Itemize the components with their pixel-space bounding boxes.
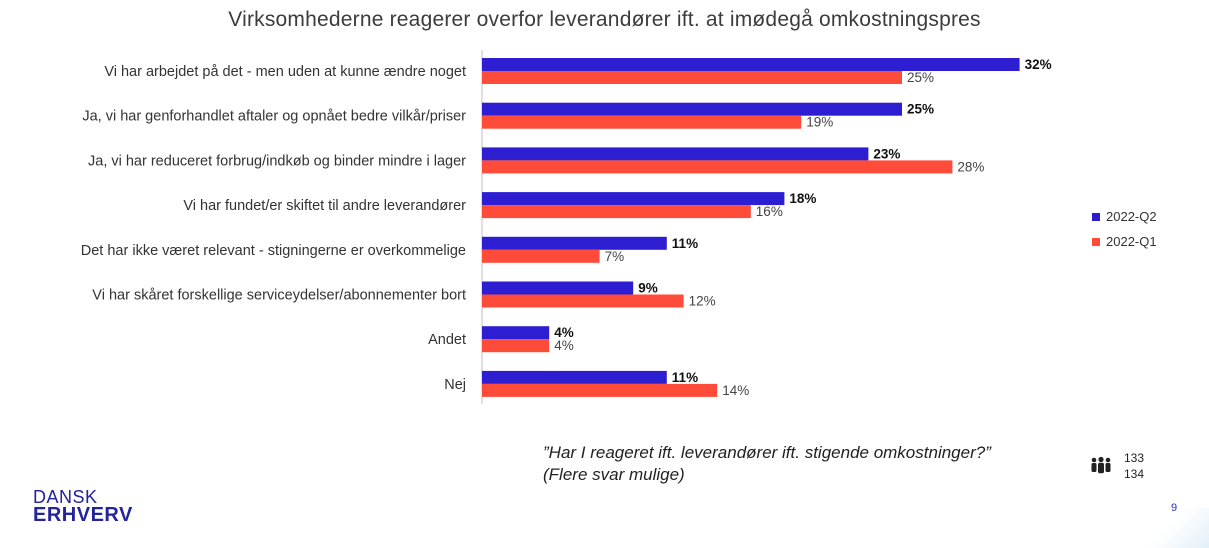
respondents-q1: 134 bbox=[1124, 467, 1145, 481]
data-label-q1: 4% bbox=[554, 338, 574, 353]
data-label-q2: 25% bbox=[907, 102, 934, 117]
logo-line-1: DANSK bbox=[33, 487, 98, 507]
category-label: Ja, vi har genforhandlet aftaler og opnå… bbox=[82, 109, 466, 125]
bar-q1 bbox=[482, 115, 802, 129]
category-label: Vi har fundet/er skiftet til andre lever… bbox=[183, 198, 466, 214]
bar-q1 bbox=[482, 383, 718, 397]
bar-q1 bbox=[482, 205, 751, 219]
bar-q2 bbox=[482, 147, 869, 161]
dansk-erhverv-logo: DANSK ERHVERV bbox=[33, 487, 133, 526]
survey-question: ”Har I reageret ift. leverandører ift. s… bbox=[543, 442, 991, 486]
bar-q1 bbox=[482, 339, 550, 353]
bar-q2 bbox=[482, 326, 550, 340]
bar-q2 bbox=[482, 370, 667, 384]
bar-q2 bbox=[482, 58, 1020, 71]
data-label-q2: 18% bbox=[789, 191, 816, 206]
data-label-q2: 23% bbox=[873, 146, 900, 161]
category-label: Det har ikke været relevant - stigninger… bbox=[81, 243, 466, 259]
legend-label-q1: 2022-Q1 bbox=[1106, 234, 1157, 249]
legend-swatch-q2 bbox=[1092, 212, 1100, 221]
question-text: ”Har I reageret ift. leverandører ift. s… bbox=[543, 443, 991, 462]
bar-q1 bbox=[482, 160, 953, 174]
bar-q2 bbox=[482, 192, 785, 206]
legend: 2022-Q2 2022-Q1 bbox=[1092, 204, 1157, 254]
question-note: (Flere svar mulige) bbox=[543, 465, 685, 484]
footer-accent bbox=[1139, 508, 1209, 548]
respondents-q2: 133 bbox=[1124, 451, 1145, 465]
legend-label-q2: 2022-Q2 bbox=[1106, 209, 1157, 224]
bar-q1 bbox=[482, 294, 684, 308]
category-label: Vi har arbejdet på det - men uden at kun… bbox=[104, 64, 466, 80]
bar-q1 bbox=[482, 249, 600, 263]
legend-item-q2: 2022-Q2 bbox=[1092, 204, 1157, 229]
data-label-q1: 28% bbox=[957, 159, 984, 174]
data-label-q1: 12% bbox=[689, 294, 716, 309]
category-label: Nej bbox=[444, 377, 466, 393]
respondent-counts: 133 134 bbox=[1124, 450, 1144, 482]
data-label-q1: 16% bbox=[756, 204, 783, 219]
data-label-q1: 25% bbox=[907, 70, 934, 85]
data-label-q2: 4% bbox=[554, 325, 574, 340]
legend-item-q1: 2022-Q1 bbox=[1092, 229, 1157, 254]
bar-q2 bbox=[482, 236, 667, 250]
data-label-q2: 11% bbox=[672, 370, 698, 385]
logo-line-2: ERHVERV bbox=[33, 504, 133, 526]
chart-title: Virksomhederne reagerer overfor leverand… bbox=[228, 8, 981, 31]
data-label-q2: 11% bbox=[672, 236, 698, 251]
bar-q2 bbox=[482, 102, 902, 116]
category-label: Vi har skåret forskellige serviceydelser… bbox=[92, 288, 466, 304]
category-label: Ja, vi har reduceret forbrug/indkøb og b… bbox=[88, 153, 466, 169]
bar-q2 bbox=[482, 281, 634, 295]
people-icon bbox=[1091, 456, 1111, 474]
data-label-q1: 19% bbox=[806, 115, 833, 130]
bar-chart: Vi har arbejdet på det - men uden at kun… bbox=[81, 50, 1052, 404]
data-label-q1: 7% bbox=[605, 249, 625, 264]
data-label-q2: 32% bbox=[1025, 57, 1052, 72]
page-number: 9 bbox=[1171, 502, 1178, 514]
category-label: Andet bbox=[428, 332, 466, 348]
data-label-q2: 9% bbox=[638, 281, 658, 296]
legend-swatch-q1 bbox=[1092, 237, 1100, 246]
bar-q1 bbox=[482, 71, 902, 84]
data-label-q1: 14% bbox=[722, 383, 749, 398]
